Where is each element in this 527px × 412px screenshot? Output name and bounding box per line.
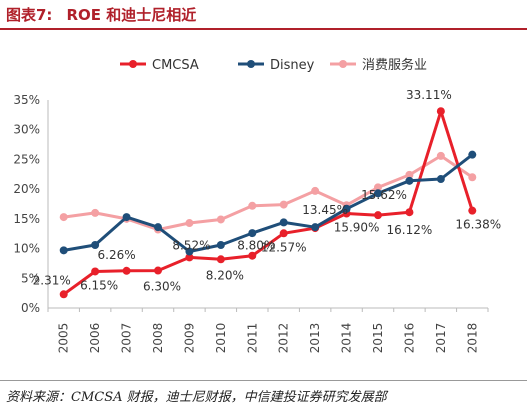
data-label: 2.31% xyxy=(33,273,71,287)
data-label: 8.80% xyxy=(237,239,275,253)
data-point-1 xyxy=(154,223,162,232)
figure-title-text: ROE 和迪士尼相近 xyxy=(66,6,197,24)
y-tick-label: 0% xyxy=(21,301,40,315)
y-tick-label: 35% xyxy=(13,93,40,107)
y-tick-label: 15% xyxy=(13,212,40,226)
data-point-0 xyxy=(279,229,288,238)
data-label: 16.38% xyxy=(455,218,501,232)
data-point-1 xyxy=(342,204,351,213)
data-point-1 xyxy=(248,229,257,238)
roe-line-chart: 0% 5% 10% 15% 20% 25% 30% 35% 2005 2006 2007 2008 20… xyxy=(13,57,501,354)
data-point-1 xyxy=(374,189,382,198)
data-point-1 xyxy=(59,246,68,255)
data-point-2 xyxy=(185,219,194,228)
data-label: 6.15% xyxy=(80,278,118,292)
figure-label: 图表7: xyxy=(6,6,53,24)
data-point-2 xyxy=(311,186,320,195)
data-point-2 xyxy=(468,173,477,182)
data-point-2 xyxy=(405,170,414,179)
data-point-2 xyxy=(279,200,288,209)
series-line-1 xyxy=(63,153,474,253)
data-point-1 xyxy=(279,218,288,227)
data-point-0 xyxy=(468,206,477,215)
data-point-2 xyxy=(216,215,225,224)
data-point-0 xyxy=(185,253,194,262)
y-tick-label: 30% xyxy=(13,123,40,137)
data-label: 6.26% xyxy=(98,248,136,262)
data-point-1 xyxy=(405,176,414,185)
x-tick-label: 2017 xyxy=(434,323,448,354)
legend-label-2: 消费服务业 xyxy=(362,57,427,73)
x-tick-label: 2015 xyxy=(371,323,385,354)
series-line-0 xyxy=(62,109,474,296)
data-label: 33.11% xyxy=(406,88,452,102)
x-tick-label: 2005 xyxy=(57,323,71,354)
data-label: 12.57% xyxy=(261,240,307,254)
data-point-0 xyxy=(405,208,414,217)
data-point-1 xyxy=(122,213,131,222)
x-tick-label: 2009 xyxy=(182,323,196,354)
data-label: 8.20% xyxy=(206,268,244,282)
data-point-0 xyxy=(216,255,225,264)
data-label: 16.12% xyxy=(387,223,433,237)
legend-label-0: CMCSA xyxy=(152,58,199,73)
series-line-2 xyxy=(63,154,474,232)
x-tick-label: 2006 xyxy=(88,323,102,354)
x-tick-label: 2008 xyxy=(151,323,165,354)
data-point-1 xyxy=(468,150,477,159)
data-point-2 xyxy=(374,183,382,192)
legend-label-1: Disney xyxy=(270,58,315,73)
source-divider xyxy=(0,380,527,381)
data-point-0 xyxy=(248,251,257,260)
data-point-2 xyxy=(91,208,100,217)
y-tick-label: 10% xyxy=(13,242,40,256)
data-label: 13.45% xyxy=(302,203,348,217)
title-rule xyxy=(0,28,527,30)
data-point-1 xyxy=(91,241,100,250)
legend-marker-1 xyxy=(247,60,255,68)
x-tick-label: 2007 xyxy=(120,323,134,354)
source-note: 资料来源：CMCSA 财报，迪士尼财报，中信建投证券研究发展部 xyxy=(6,390,387,405)
y-tick-label: 5% xyxy=(21,271,40,285)
data-point-2 xyxy=(436,151,445,160)
data-point-0 xyxy=(154,266,162,275)
x-tick-label: 2012 xyxy=(277,323,291,354)
data-point-0 xyxy=(122,266,131,275)
x-tick-label: 2011 xyxy=(245,323,259,354)
x-tick-label: 2014 xyxy=(340,323,354,354)
legend-marker-0 xyxy=(129,60,137,68)
data-point-0 xyxy=(436,107,445,116)
data-point-2 xyxy=(248,201,257,210)
data-point-1 xyxy=(185,247,194,256)
x-tick-label: 2016 xyxy=(402,323,416,354)
data-point-0 xyxy=(91,267,100,276)
data-point-1 xyxy=(436,175,445,184)
x-tick-label: 2013 xyxy=(308,323,322,354)
y-tick-label: 20% xyxy=(13,182,40,196)
data-point-0 xyxy=(374,211,382,220)
data-point-1 xyxy=(216,241,225,250)
data-label: 6.30% xyxy=(143,280,181,294)
x-tick-label: 2018 xyxy=(465,323,479,354)
data-point-0 xyxy=(59,290,68,299)
data-label: 15.90% xyxy=(334,221,380,235)
x-tick-label: 2010 xyxy=(214,323,228,354)
figure-title: 图表7: ROE 和迪士尼相近 xyxy=(6,4,196,26)
data-point-2 xyxy=(59,213,68,222)
data-label: 15.62% xyxy=(361,188,407,202)
data-label: 8.52% xyxy=(172,238,210,252)
data-point-1 xyxy=(311,223,320,232)
legend-marker-2 xyxy=(339,60,347,68)
y-tick-label: 25% xyxy=(13,152,40,166)
